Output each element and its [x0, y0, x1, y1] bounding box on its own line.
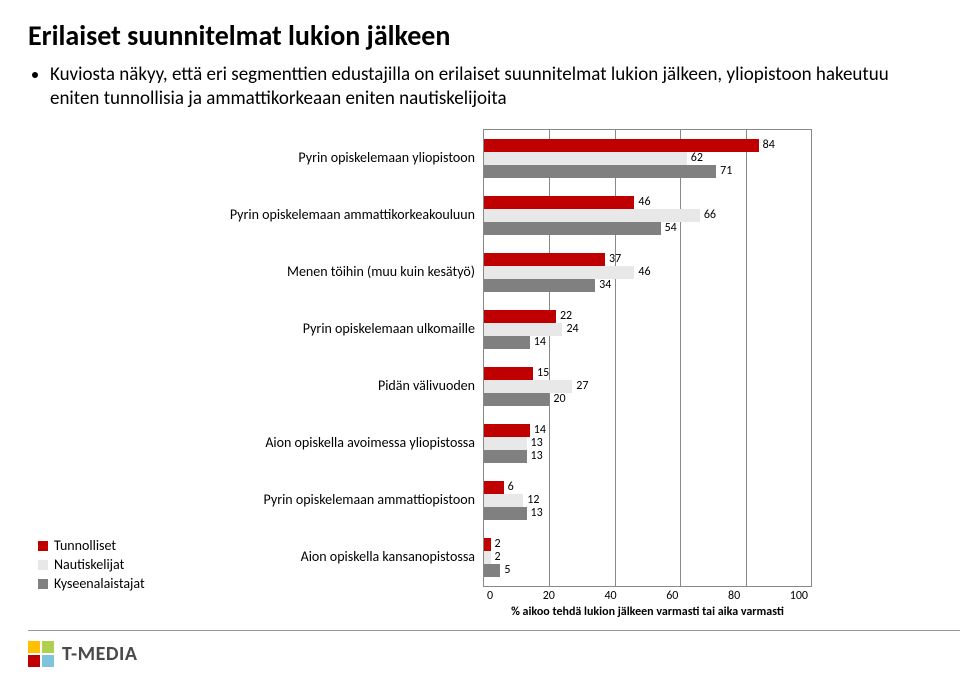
lead-text: Kuviosta näkyy, että eri segmenttien edu…: [50, 63, 920, 111]
x-tick: 60: [666, 589, 678, 603]
legend-swatch-icon: [38, 579, 48, 589]
bar-value: 14: [530, 335, 546, 349]
category-label: Menen töihin (muu kuin kesätyö): [223, 243, 483, 300]
bar-group: 374634: [484, 244, 811, 301]
bar: 22: [484, 310, 556, 323]
bar: 14: [484, 336, 530, 349]
bar: 46: [484, 196, 634, 209]
bar: 6: [484, 481, 504, 494]
bar-group: 141313: [484, 415, 811, 472]
legend-label: Kyseenalaistajat: [54, 575, 145, 592]
x-tick: 20: [543, 589, 555, 603]
bar-value: 2: [491, 550, 501, 564]
bar: 14: [484, 424, 530, 437]
bar: 84: [484, 139, 759, 152]
brand-logo: T-MEDIA: [28, 641, 137, 667]
bar-value: 2: [491, 537, 501, 551]
bar: 15: [484, 367, 533, 380]
bar-group: 61213: [484, 472, 811, 529]
bullet-icon: [32, 72, 38, 78]
legend-swatch-icon: [38, 541, 48, 551]
x-tick: 40: [604, 589, 616, 603]
bar: 71: [484, 165, 716, 178]
legend-swatch-icon: [38, 560, 48, 570]
legend-item: Nautiskelijat: [38, 556, 145, 573]
bar-value: 34: [595, 278, 611, 292]
bar-value: 71: [716, 164, 732, 178]
x-tick: 100: [790, 589, 808, 603]
chart-zone: Tunnolliset Nautiskelijat Kyseenalaistajat…: [28, 125, 932, 684]
bar: 20: [484, 393, 549, 406]
bar: 37: [484, 253, 605, 266]
bar-value: 6: [504, 480, 514, 494]
bar-value: 24: [562, 322, 578, 336]
lead-row: Kuviosta näkyy, että eri segmenttien edu…: [28, 63, 932, 111]
bar-value: 5: [500, 563, 510, 577]
bars-stack: 8462714666543746342224141527201413136121…: [484, 130, 811, 586]
x-tick: 80: [728, 589, 740, 603]
footer: T-MEDIA: [0, 624, 960, 684]
bar-group: 225: [484, 529, 811, 586]
x-axis: 0 20 40 60 80 100: [483, 587, 812, 603]
bar-value: 15: [533, 366, 549, 380]
bar-value: 20: [549, 392, 565, 406]
logo-text: T-MEDIA: [62, 642, 137, 666]
legend: Tunnolliset Nautiskelijat Kyseenalaistajat: [38, 537, 145, 594]
bar: 13: [484, 450, 527, 463]
bar: 46: [484, 266, 634, 279]
category-labels-column: Pyrin opiskelemaan yliopistoonPyrin opis…: [223, 129, 483, 619]
page-title: Erilaiset suunnitelmat lukion jälkeen: [28, 18, 932, 53]
x-tick: 0: [487, 589, 493, 603]
bar: 54: [484, 222, 661, 235]
bar-value: 37: [605, 252, 621, 266]
gridline: [811, 130, 812, 586]
bar-value: 14: [530, 423, 546, 437]
bar-value: 13: [527, 449, 543, 463]
category-label: Aion opiskella avoimessa yliopistossa: [223, 414, 483, 471]
bar-value: 54: [661, 221, 677, 235]
legend-label: Nautiskelijat: [54, 556, 124, 573]
bar-value: 22: [556, 309, 572, 323]
bar-value: 62: [687, 151, 703, 165]
category-label: Pyrin opiskelemaan yliopistoon: [223, 129, 483, 186]
bar-value: 12: [523, 493, 539, 507]
bar: 13: [484, 437, 527, 450]
bar-value: 27: [572, 379, 588, 393]
x-axis-title: % aikoo tehdä lukion jälkeen varmasti ta…: [483, 605, 812, 619]
bar: 12: [484, 494, 523, 507]
category-label: Pidän välivuoden: [223, 357, 483, 414]
legend-item: Tunnolliset: [38, 537, 145, 554]
category-label: Pyrin opiskelemaan ammattiopistoon: [223, 471, 483, 528]
bar: 5: [484, 564, 500, 577]
bar: 34: [484, 279, 595, 292]
logo-mark-icon: [28, 641, 54, 667]
bar: 13: [484, 507, 527, 520]
bar-value: 13: [527, 506, 543, 520]
category-label: Aion opiskella kansanopistossa: [223, 528, 483, 585]
bar: 62: [484, 152, 687, 165]
category-label: Pyrin opiskelemaan ammattikorkeakouluun: [223, 186, 483, 243]
bar-value: 46: [634, 195, 650, 209]
bar-value: 66: [700, 208, 716, 222]
chart: Pyrin opiskelemaan yliopistoonPyrin opis…: [223, 125, 932, 684]
bar-value: 46: [634, 265, 650, 279]
category-label: Pyrin opiskelemaan ulkomaille: [223, 300, 483, 357]
bar-value: 84: [759, 138, 775, 152]
bar-group: 46 66 54: [484, 187, 811, 244]
footer-divider: [28, 630, 960, 631]
bar-group: 222414: [484, 301, 811, 358]
plot-frame: 8462714666543746342224141527201413136121…: [483, 129, 812, 587]
bar-value: 13: [527, 436, 543, 450]
bar: 24: [484, 323, 562, 336]
bar: 2: [484, 551, 491, 564]
bar-group: 846271: [484, 130, 811, 187]
legend-item: Kyseenalaistajat: [38, 575, 145, 592]
bar-group: 15 27 20: [484, 358, 811, 415]
legend-label: Tunnolliset: [54, 537, 116, 554]
